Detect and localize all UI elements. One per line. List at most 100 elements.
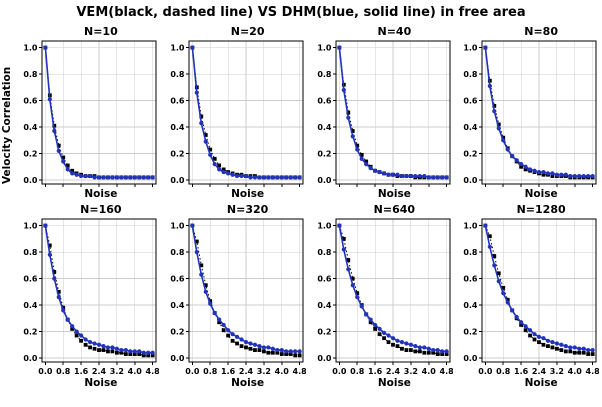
- marker-square: [239, 344, 244, 349]
- marker-circle: [87, 340, 93, 345]
- marker-circle: [519, 320, 524, 325]
- x-tick-label: 1.6: [74, 367, 89, 376]
- marker-circle: [128, 349, 133, 354]
- marker-circle: [505, 300, 511, 305]
- y-tick-label: 1.0: [170, 43, 185, 52]
- marker-circle: [537, 169, 542, 175]
- y-tick-label: 0.2: [170, 149, 184, 158]
- marker-circle: [376, 326, 382, 331]
- marker-square: [577, 350, 582, 355]
- marker-circle: [528, 328, 533, 333]
- marker-square: [212, 156, 217, 161]
- subplot-N=160: N=160 0.0 0.2 0.4 0.6 0.8 1.0 0.0 0.8 1.6 2.4 3.2 4.…: [16, 203, 160, 390]
- marker-circle: [336, 223, 341, 228]
- marker-circle: [132, 175, 137, 180]
- subplot-N=40: N=40 0.0 0.2 0.4 0.6 0.8 1.0 Noise: [310, 25, 454, 201]
- marker-square: [528, 333, 533, 338]
- marker-square: [532, 337, 537, 342]
- y-tick-label: 0.6: [23, 96, 38, 105]
- marker-circle: [216, 167, 222, 172]
- marker-circle: [212, 162, 217, 167]
- marker-square: [421, 350, 426, 355]
- marker-square: [257, 348, 262, 352]
- x-tick-label: 4.0: [568, 367, 583, 376]
- marker-square: [555, 346, 560, 351]
- marker-square: [412, 349, 417, 354]
- y-tick-label: 0.6: [317, 96, 332, 105]
- marker-circle: [345, 115, 350, 120]
- marker-circle: [203, 289, 208, 294]
- marker-circle: [563, 344, 569, 349]
- x-tick-label: 2.4: [239, 367, 254, 376]
- marker-circle: [399, 340, 404, 345]
- marker-square: [217, 320, 221, 325]
- marker-square: [497, 271, 501, 276]
- marker-circle: [207, 152, 213, 157]
- marker-circle: [221, 169, 226, 175]
- subplot-title: N=160: [80, 203, 122, 216]
- marker-circle: [261, 175, 266, 180]
- y-tick-label: 0.2: [464, 327, 478, 336]
- marker-circle: [52, 128, 57, 134]
- marker-circle: [550, 171, 555, 176]
- y-tick-label: 0.2: [317, 327, 331, 336]
- marker-square: [248, 346, 253, 351]
- marker-circle: [105, 175, 111, 180]
- marker-circle: [83, 173, 88, 179]
- y-tick-label: 0.0: [464, 176, 479, 185]
- marker-square: [208, 147, 212, 152]
- marker-square: [65, 163, 70, 168]
- marker-square: [519, 164, 524, 169]
- marker-square: [488, 234, 492, 239]
- marker-square: [217, 163, 221, 168]
- chart-canvas: 0.00.20.40.60.81.00.0 0.8 1.6 2.4 3.2 4.0 4.8: [464, 218, 599, 376]
- marker-circle: [581, 346, 587, 351]
- marker-circle: [555, 172, 560, 177]
- chart-canvas: 0.00.20.40.60.81.00.0 0.8 1.6 2.4 3.2 4.0 4.8: [170, 218, 306, 376]
- marker-circle: [546, 171, 551, 176]
- marker-circle: [43, 223, 48, 228]
- marker-square: [101, 348, 106, 352]
- marker-circle: [292, 175, 298, 180]
- marker-circle: [252, 342, 257, 347]
- marker-square: [208, 299, 212, 303]
- marker-square: [61, 305, 66, 310]
- y-tick-label: 0.2: [464, 149, 478, 158]
- marker-square: [194, 239, 199, 244]
- marker-square: [444, 352, 449, 356]
- y-tick-label: 0.2: [23, 149, 37, 158]
- marker-square: [275, 350, 279, 355]
- marker-circle: [79, 173, 84, 179]
- x-tick-label: 4.8: [146, 367, 159, 376]
- marker-square: [501, 135, 506, 140]
- x-tick-label: 4.0: [274, 367, 289, 376]
- marker-circle: [492, 263, 497, 268]
- marker-square: [404, 348, 408, 352]
- marker-circle: [257, 344, 262, 349]
- marker-square: [492, 103, 497, 108]
- marker-circle: [550, 340, 555, 345]
- marker-circle: [79, 333, 84, 338]
- y-tick-label: 0.4: [464, 301, 479, 310]
- marker-circle: [412, 173, 417, 179]
- marker-circle: [586, 173, 591, 179]
- marker-circle: [403, 173, 409, 179]
- marker-circle: [56, 295, 61, 300]
- x-tick-label: 0.0: [38, 367, 53, 376]
- marker-circle: [279, 347, 284, 353]
- figure-title: VEM(black, dashed line) VS DHM(blue, sol…: [76, 5, 526, 20]
- marker-circle: [74, 172, 79, 177]
- marker-circle: [483, 223, 488, 228]
- y-tick-label: 0.0: [170, 176, 185, 185]
- marker-circle: [56, 148, 61, 153]
- x-tick-label: 1.6: [368, 367, 383, 376]
- marker-square: [56, 143, 61, 148]
- x-tick-label: 1.6: [221, 367, 236, 376]
- y-tick-label: 0.2: [317, 149, 331, 158]
- marker-circle: [230, 172, 235, 177]
- marker-circle: [492, 109, 497, 114]
- marker-square: [61, 155, 66, 160]
- subplot-title: N=20: [230, 25, 265, 38]
- marker-circle: [297, 175, 302, 180]
- marker-circle: [146, 175, 151, 180]
